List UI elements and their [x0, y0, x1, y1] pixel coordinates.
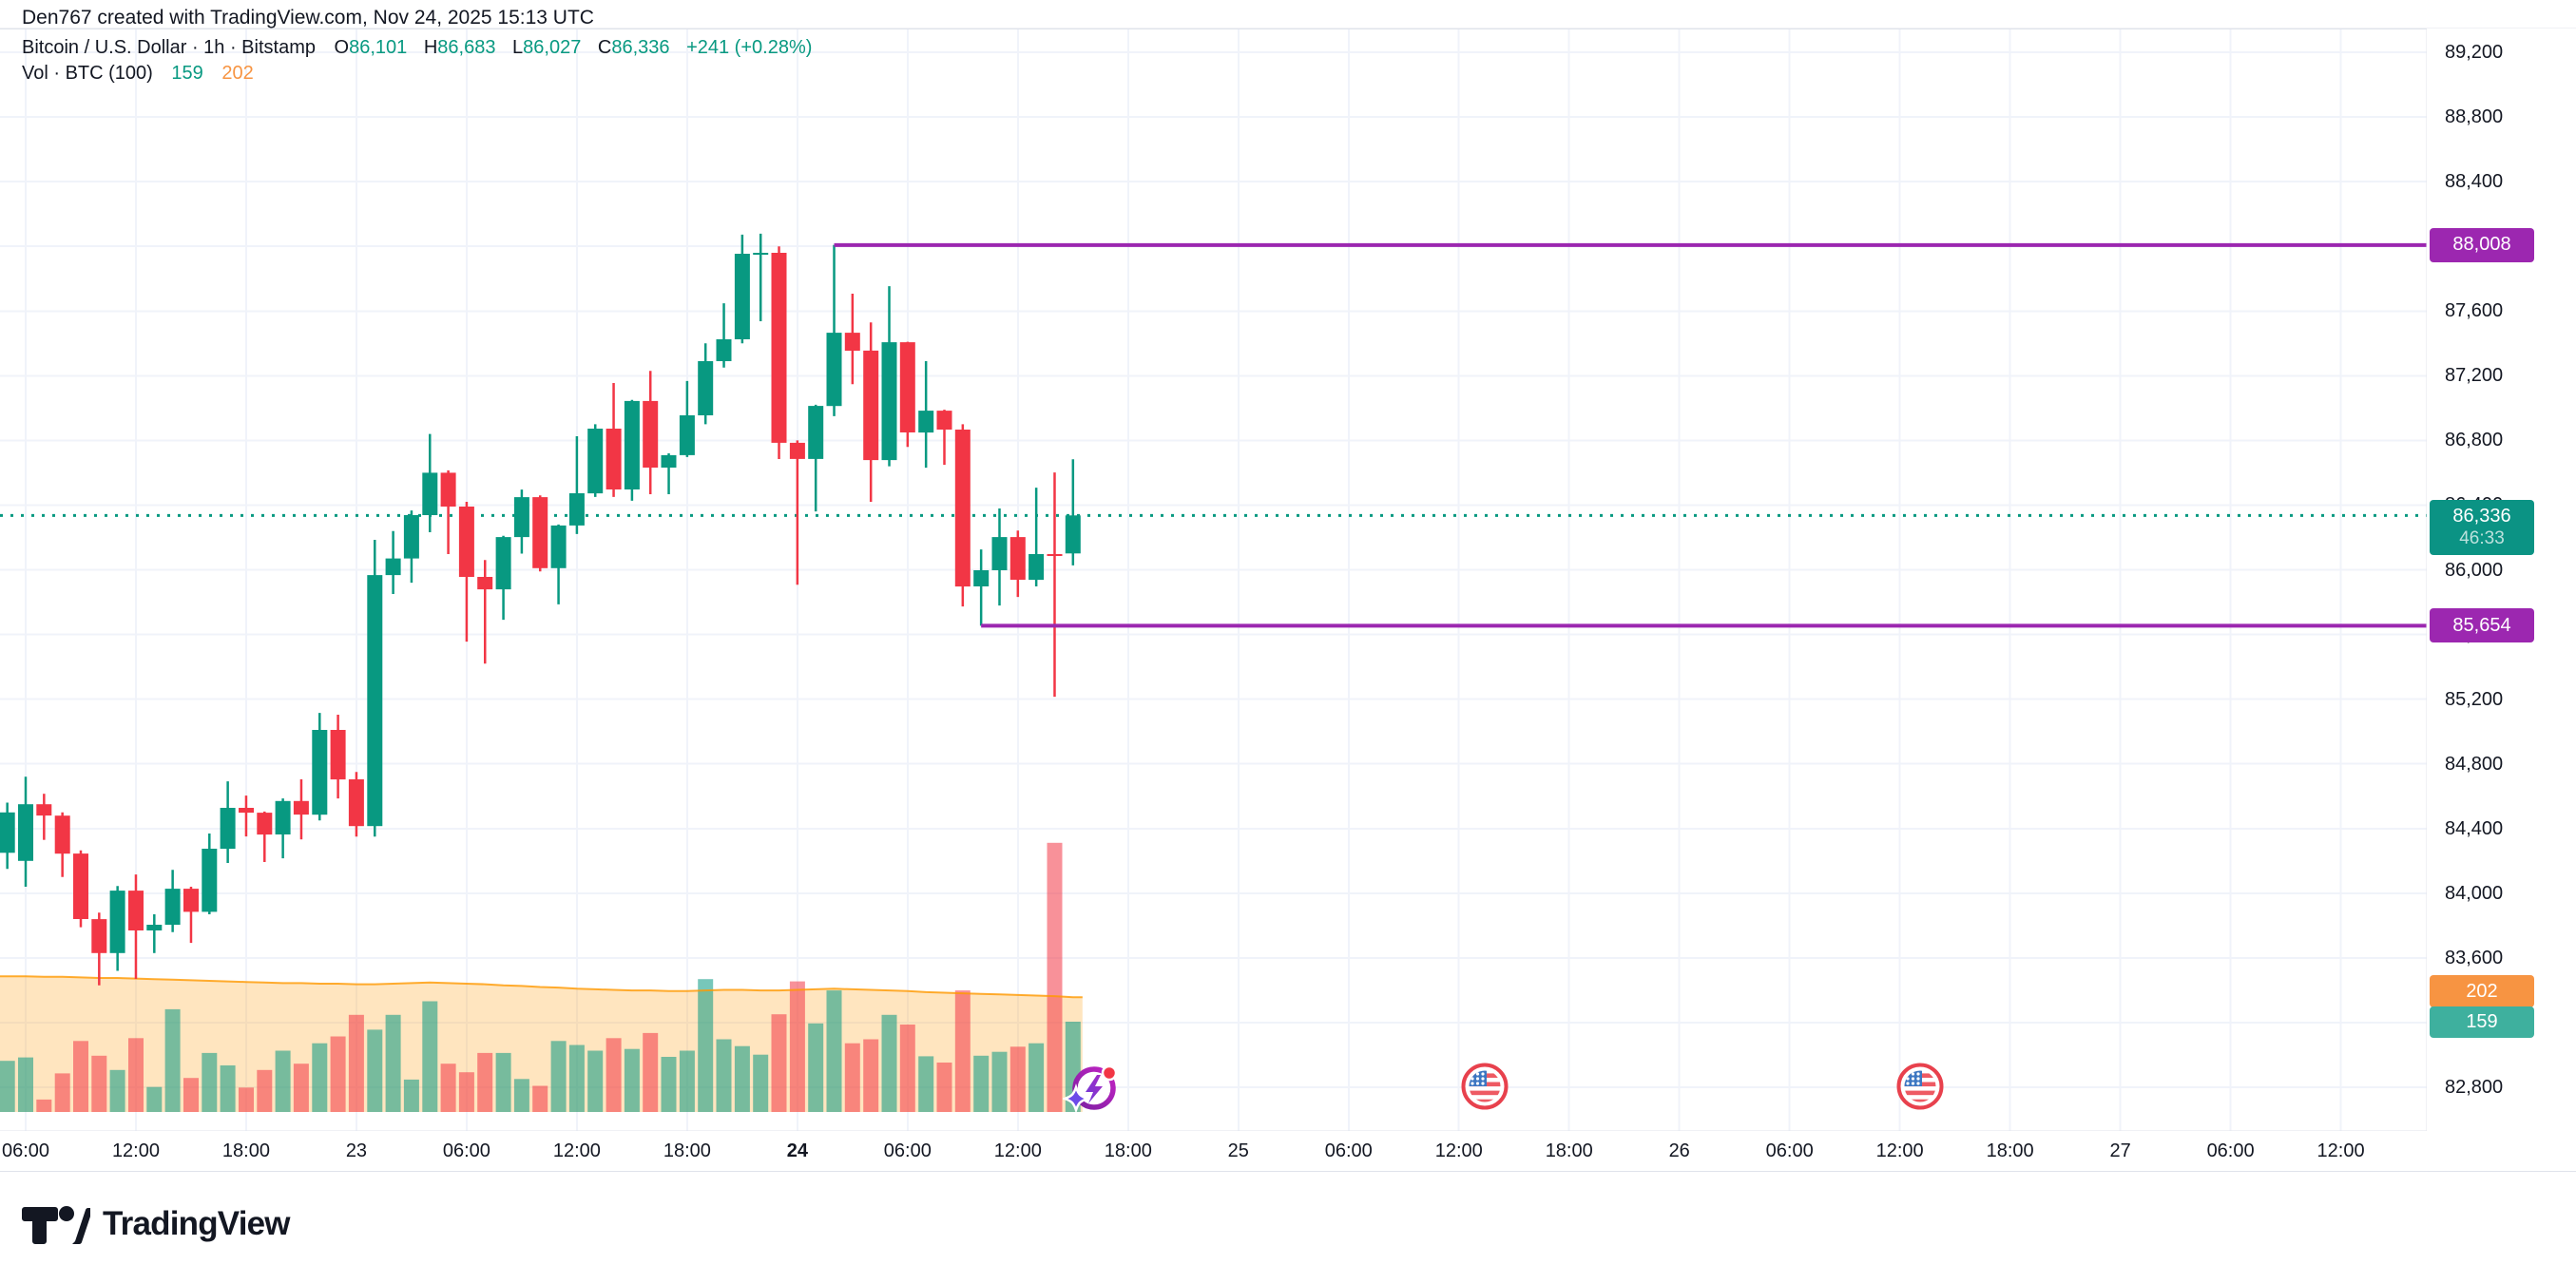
- time-tick-label: 18:00: [663, 1140, 711, 1161]
- price-tick-label: 84,000: [2445, 882, 2504, 904]
- change-value: +241 (+0.28%): [686, 37, 813, 58]
- high-value: 86,683: [437, 37, 496, 58]
- price-tick-label: 86,000: [2445, 559, 2504, 581]
- support-price-value: 85,654: [2452, 614, 2511, 636]
- tradingview-logo[interactable]: TradingView: [22, 1199, 291, 1249]
- last-price-value: 86,336: [2452, 506, 2511, 527]
- open-label: O: [334, 37, 350, 58]
- legend-symbol-row: Bitcoin / U.S. Dollar · 1h · Bitstamp O8…: [22, 35, 812, 61]
- time-axis[interactable]: 06:00 12:00 18:00 23 06:00 12:00 18:00 24 06:00 1…: [0, 1131, 2576, 1171]
- volume-ma-tag: 202: [2430, 975, 2534, 1008]
- time-tick-label: 12:00: [552, 1140, 601, 1161]
- close-value: 86,336: [611, 37, 670, 58]
- price-tick-label: 83,600: [2445, 947, 2504, 968]
- volume-tag-value: 159: [2466, 1011, 2498, 1033]
- time-tick-label: 12:00: [111, 1140, 160, 1161]
- high-label: H: [423, 37, 438, 58]
- low-value: 86,027: [523, 37, 582, 58]
- last-price-tag: 86,336 46:33: [2430, 500, 2534, 556]
- volume-value: 159: [171, 63, 203, 84]
- price-tick-label: 84,800: [2445, 753, 2504, 775]
- time-tick-label: 06:00: [1, 1140, 50, 1161]
- support-price-tag: 85,654: [2430, 608, 2534, 643]
- price-tick-label: 86,800: [2445, 430, 2504, 451]
- price-tick-label: 88,800: [2445, 106, 2504, 128]
- volume-tag: 159: [2430, 1006, 2534, 1039]
- time-tick-label: 06:00: [2206, 1140, 2255, 1161]
- price-tick-label: 88,400: [2445, 171, 2504, 193]
- volume-ma-line: [0, 975, 1083, 999]
- time-tick-label: 18:00: [1986, 1140, 2034, 1161]
- price-axis[interactable]: 89,20088,80088,40088,00087,60087,20086,8…: [2427, 29, 2576, 1131]
- close-label: C: [597, 37, 612, 58]
- volume-ma-tag-value: 202: [2466, 980, 2498, 1002]
- time-tick-label: 12:00: [2316, 1140, 2365, 1161]
- time-tick-label: 12:00: [993, 1140, 1042, 1161]
- us-economic-event-icon[interactable]: [1461, 1063, 1509, 1115]
- time-tick-label: 12:00: [1875, 1140, 1924, 1161]
- bar-countdown: 46:33: [2459, 528, 2505, 549]
- time-tick-label: 06:00: [1324, 1140, 1373, 1161]
- time-tick-label: 06:00: [1765, 1140, 1814, 1161]
- price-tick-label: 87,200: [2445, 365, 2504, 387]
- volume-indicator-label: Vol · BTC (100): [22, 63, 153, 84]
- time-tick-label: 18:00: [1104, 1140, 1152, 1161]
- volume-bars: [0, 842, 1081, 1112]
- time-tick-label: 25: [1227, 1140, 1249, 1161]
- symbol-description: Bitcoin / U.S. Dollar · 1h · Bitstamp: [22, 37, 316, 58]
- time-tick-label: 26: [1668, 1140, 1690, 1161]
- price-tick-label: 87,600: [2445, 300, 2504, 322]
- resistance-price-value: 88,008: [2452, 234, 2511, 256]
- time-tick-label: 24: [786, 1140, 808, 1161]
- resistance-price-tag: 88,008: [2430, 227, 2534, 262]
- page-title: Den767 created with TradingView.com, Nov…: [22, 7, 594, 29]
- time-tick-label: 23: [345, 1140, 368, 1161]
- candles: [0, 233, 1081, 986]
- tradingview-logo-mark: [22, 1206, 90, 1245]
- time-tick-label: 18:00: [221, 1140, 270, 1161]
- time-tick-label: 06:00: [883, 1140, 932, 1161]
- time-tick-label: 12:00: [1434, 1140, 1483, 1161]
- time-tick-label: 06:00: [442, 1140, 490, 1161]
- price-tick-label: 89,200: [2445, 42, 2504, 63]
- price-tick-label: 84,400: [2445, 817, 2504, 839]
- grid: [0, 29, 2427, 1131]
- legend-volume-row: Vol · BTC (100) 159 202: [22, 61, 812, 86]
- volume-ma-value: 202: [221, 63, 254, 84]
- price-tick-label: 82,800: [2445, 1077, 2504, 1099]
- ai-sparkle-icon[interactable]: [1061, 1059, 1124, 1124]
- us-economic-event-icon[interactable]: [1896, 1063, 1944, 1115]
- time-tick-label: 18:00: [1545, 1140, 1593, 1161]
- price-tick-label: 85,200: [2445, 688, 2504, 710]
- time-tick-label: 27: [2109, 1140, 2131, 1161]
- tradingview-wordmark: TradingView: [103, 1205, 291, 1242]
- symbol-legend: Bitcoin / U.S. Dollar · 1h · Bitstamp O8…: [22, 35, 812, 86]
- low-label: L: [512, 37, 524, 58]
- open-value: 86,101: [349, 37, 408, 58]
